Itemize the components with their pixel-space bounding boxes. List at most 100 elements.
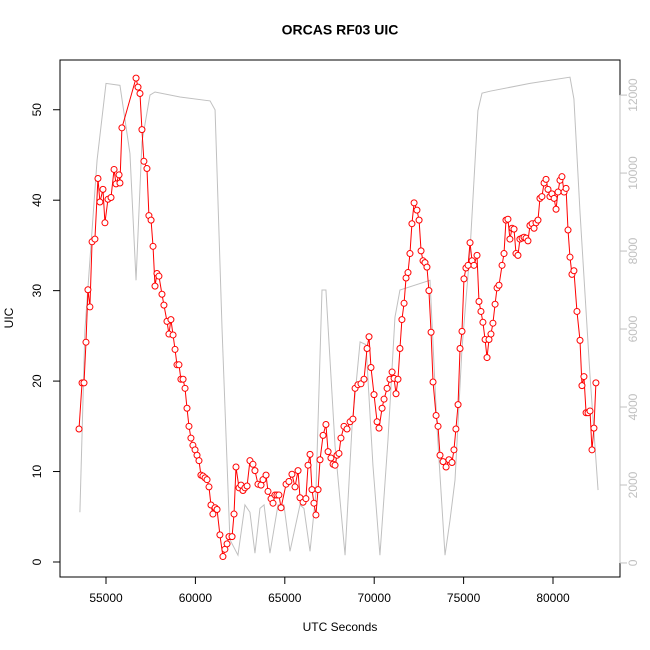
data-point xyxy=(456,345,464,353)
data-point xyxy=(327,454,335,462)
data-point xyxy=(219,553,227,561)
data-point xyxy=(167,316,175,324)
data-point xyxy=(181,384,189,392)
data-point xyxy=(375,424,383,432)
data-point xyxy=(383,384,391,392)
data-point xyxy=(423,263,431,271)
data-point xyxy=(514,251,522,259)
data-point xyxy=(269,499,277,507)
x-tick-label: 70000 xyxy=(358,591,392,605)
data-point xyxy=(487,330,495,338)
data-point xyxy=(506,235,514,243)
data-point xyxy=(285,477,293,485)
y-tick-label: 20 xyxy=(30,374,44,388)
data-point xyxy=(264,487,272,495)
data-point xyxy=(510,225,518,233)
data-point xyxy=(262,471,270,479)
data-point xyxy=(590,424,598,432)
y2-tick-label: 4000 xyxy=(626,393,640,420)
x-tick-label: 80000 xyxy=(536,591,570,605)
data-point xyxy=(360,375,368,383)
data-point xyxy=(479,318,487,326)
y2-tick-label: 10000 xyxy=(626,156,640,190)
data-point xyxy=(205,483,213,491)
data-point xyxy=(183,404,191,412)
data-point xyxy=(370,391,378,399)
y-tick-label: 10 xyxy=(30,465,44,479)
data-point xyxy=(96,198,104,206)
data-point xyxy=(410,199,418,207)
data-point xyxy=(534,216,542,224)
data-point xyxy=(314,486,322,494)
data-point xyxy=(115,171,123,179)
data-point xyxy=(573,307,581,315)
data-point xyxy=(195,457,203,465)
data-point xyxy=(149,242,157,250)
data-point xyxy=(132,74,140,82)
data-point xyxy=(400,299,408,307)
x-axis-label: UTC Seconds xyxy=(303,620,378,634)
data-point xyxy=(396,345,404,353)
data-point xyxy=(179,375,187,383)
data-point xyxy=(429,378,437,386)
data-point xyxy=(566,253,574,261)
data-point xyxy=(367,364,375,372)
data-point xyxy=(415,216,423,224)
data-point xyxy=(454,401,462,409)
data-point xyxy=(213,506,221,514)
data-point xyxy=(586,407,594,415)
data-point xyxy=(470,261,478,269)
data-point xyxy=(378,404,386,412)
x-tick-label: 75000 xyxy=(447,591,481,605)
data-point xyxy=(363,345,371,353)
data-point xyxy=(452,425,460,433)
data-point xyxy=(558,173,566,181)
data-point xyxy=(544,185,552,193)
data-point xyxy=(75,425,83,433)
data-point xyxy=(588,446,596,454)
data-point xyxy=(158,290,166,298)
data-point xyxy=(243,482,251,490)
data-point xyxy=(491,300,499,308)
data-point xyxy=(312,511,320,519)
y-axis-label: UIC xyxy=(2,307,16,328)
data-point xyxy=(413,206,421,214)
data-point xyxy=(552,205,560,213)
data-point xyxy=(107,193,115,201)
y-tick-label: 30 xyxy=(30,284,44,298)
x-tick-label: 55000 xyxy=(89,591,123,605)
data-point xyxy=(392,390,400,398)
data-point xyxy=(442,463,450,471)
data-point xyxy=(316,456,324,464)
data-point xyxy=(216,531,224,539)
data-point xyxy=(232,463,240,471)
data-point xyxy=(408,220,416,228)
data-point xyxy=(500,250,508,258)
data-point xyxy=(302,495,310,503)
data-point xyxy=(406,250,414,258)
data-point xyxy=(562,184,570,192)
data-point xyxy=(324,448,332,456)
data-point xyxy=(80,379,88,387)
data-point xyxy=(118,124,126,132)
data-point xyxy=(277,504,285,512)
data-point xyxy=(570,267,578,275)
data-point xyxy=(171,345,179,353)
data-point xyxy=(436,451,444,459)
data-point xyxy=(185,422,193,430)
data-point xyxy=(335,449,343,457)
data-point xyxy=(116,179,124,187)
data-point xyxy=(349,415,357,423)
data-point xyxy=(228,533,236,541)
data-point xyxy=(504,215,512,223)
data-point xyxy=(110,165,118,173)
data-point xyxy=(578,382,586,390)
data-point xyxy=(365,333,373,341)
data-point xyxy=(398,316,406,324)
y2-tick-label: 6000 xyxy=(626,315,640,342)
data-point xyxy=(554,188,562,196)
data-point xyxy=(134,83,142,91)
data-point xyxy=(542,175,550,183)
data-point xyxy=(209,510,217,518)
data-point xyxy=(450,446,458,454)
